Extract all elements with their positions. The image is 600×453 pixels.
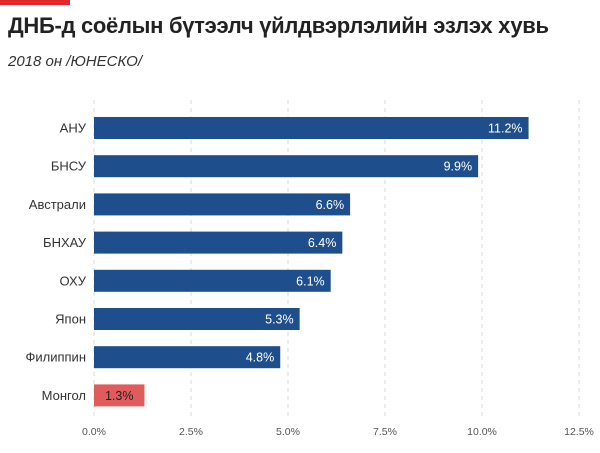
category-label: БНХАУ — [43, 235, 87, 250]
x-tick-label: 0.0% — [82, 426, 106, 438]
category-label: БНСУ — [51, 159, 87, 174]
chart-title: ДНБ-д соёлын бүтээлч үйлдвэрлэлийн эзлэх… — [8, 13, 549, 38]
bar — [94, 384, 145, 407]
category-label: Филиппин — [25, 350, 86, 365]
category-label: АНУ — [60, 121, 87, 136]
x-tick-label: 10.0% — [467, 426, 497, 438]
bar — [94, 346, 281, 369]
value-label: 9.9% — [444, 160, 473, 174]
value-label: 6.4% — [308, 236, 337, 250]
x-tick-label: 2.5% — [179, 426, 203, 438]
bar — [94, 308, 300, 330]
bar — [94, 193, 351, 216]
bar — [94, 117, 529, 139]
value-label: 5.3% — [265, 313, 294, 327]
x-tick-label: 7.5% — [373, 426, 397, 438]
value-label: 11.2% — [488, 122, 523, 136]
x-tick-label: 5.0% — [276, 426, 300, 438]
bar — [94, 155, 479, 178]
accent-bar — [0, 0, 70, 5]
bar — [94, 231, 343, 254]
x-tick-label: 12.5% — [564, 426, 594, 438]
chart-subtitle: 2018 он /ЮНЕСКО/ — [8, 53, 142, 70]
value-label: 6.1% — [296, 274, 325, 288]
category-label: ОХУ — [60, 273, 87, 288]
bar — [94, 269, 331, 292]
category-label: Япон — [55, 312, 86, 327]
value-label: 1.3% — [105, 389, 134, 403]
value-label: 6.6% — [316, 198, 345, 212]
category-label: Монгол — [42, 388, 86, 403]
category-label: Австрали — [29, 197, 86, 212]
value-label: 4.8% — [246, 351, 275, 365]
